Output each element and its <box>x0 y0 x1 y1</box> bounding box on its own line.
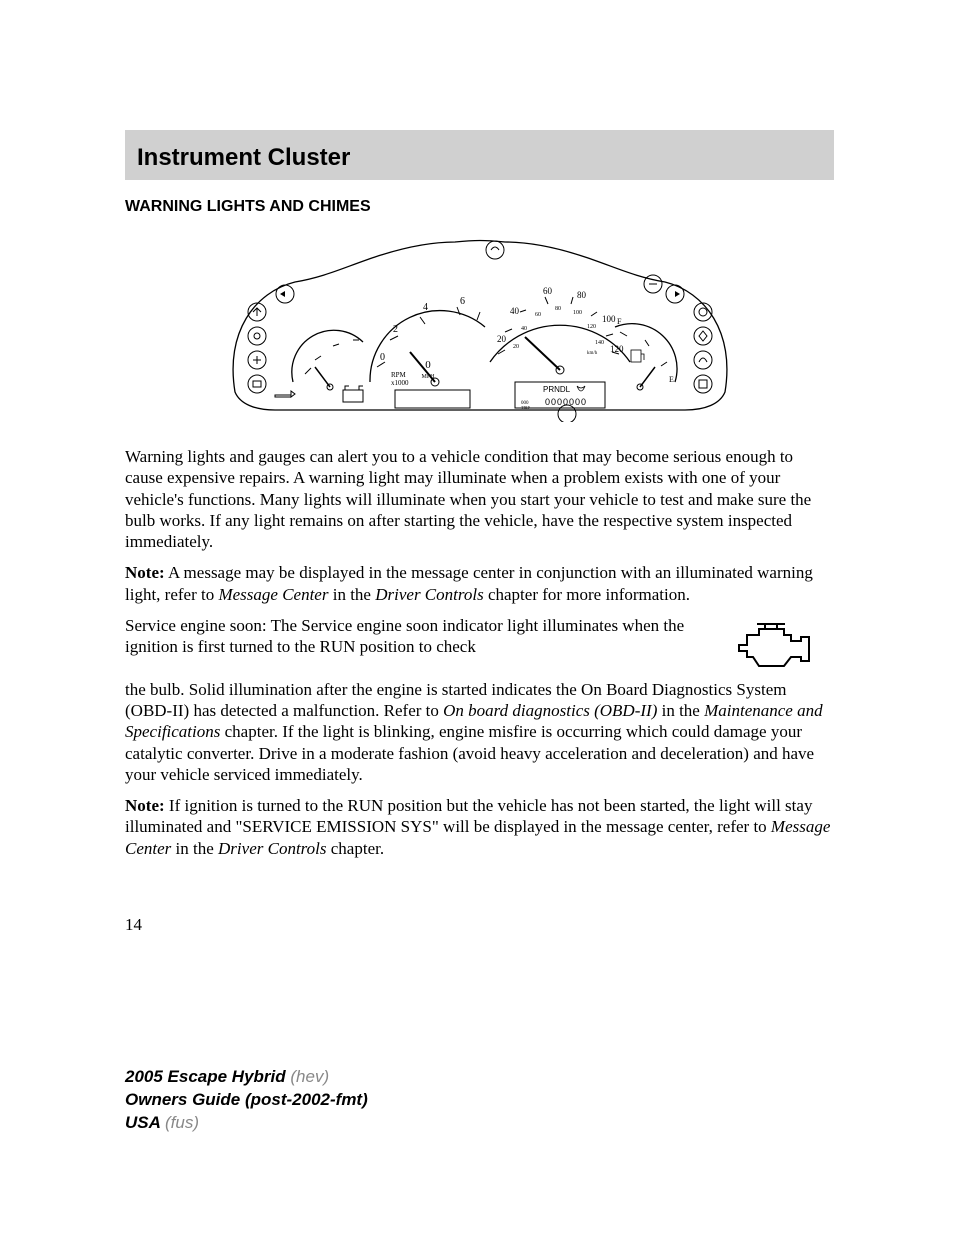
engine-icon <box>714 615 834 681</box>
intro-paragraph: Warning lights and gauges can alert you … <box>125 446 834 552</box>
svg-text:PRNDL: PRNDL <box>543 385 571 394</box>
svg-text:120: 120 <box>587 324 596 330</box>
svg-text:80: 80 <box>577 290 587 300</box>
svg-text:80: 80 <box>555 306 561 312</box>
svg-text:TRIP: TRIP <box>521 405 530 410</box>
svg-text:140: 140 <box>595 340 604 346</box>
svg-text:60: 60 <box>543 286 553 296</box>
temp-gauge <box>291 330 362 390</box>
svg-text:0: 0 <box>425 359 431 371</box>
svg-text:km/h: km/h <box>587 351 598 356</box>
svg-text:2: 2 <box>393 324 398 335</box>
svg-text:6: 6 <box>460 296 465 307</box>
svg-text:60: 60 <box>535 312 541 318</box>
right-indicators <box>644 275 712 393</box>
section-heading: WARNING LIGHTS AND CHIMES <box>125 198 834 216</box>
tachometer: 0 2 4 6 RPM x1000 0 MPH <box>369 296 484 408</box>
page-number: 14 <box>125 915 834 935</box>
note-1: Note: A message may be displayed in the … <box>125 562 834 605</box>
svg-text:40: 40 <box>521 326 527 332</box>
svg-text:RPM: RPM <box>391 371 407 379</box>
svg-text:x1000: x1000 <box>391 379 409 387</box>
speedometer: 20 40 60 80 100 120 20 <box>490 286 630 422</box>
footer: 2005 Escape Hybrid (hev) Owners Guide (p… <box>125 1066 368 1135</box>
svg-text:E: E <box>669 375 674 384</box>
svg-text:20: 20 <box>497 334 507 344</box>
misc-icons-left <box>275 386 363 402</box>
note-label-2: Note: <box>125 796 165 815</box>
svg-text:MPH: MPH <box>421 374 435 380</box>
fuel-gauge: E F <box>615 317 677 390</box>
svg-text:100: 100 <box>573 310 582 316</box>
svg-text:4: 4 <box>423 302 428 313</box>
svg-text:20: 20 <box>513 344 519 350</box>
chapter-header: Instrument Cluster <box>125 130 834 180</box>
svg-text:F: F <box>617 317 622 326</box>
instrument-cluster-diagram: 0 2 4 6 RPM x1000 0 MPH <box>125 232 834 422</box>
ses-continuation: the bulb. Solid illumination after the e… <box>125 679 834 785</box>
left-indicators <box>248 285 294 393</box>
chapter-title: Instrument Cluster <box>137 144 822 172</box>
svg-text:40: 40 <box>510 306 520 316</box>
service-engine-soon-block: Service engine soon: The Service engine … <box>125 615 834 681</box>
ses-heading: Service engine soon: <box>125 616 267 635</box>
svg-text:0: 0 <box>380 352 385 363</box>
note-2: Note: If ignition is turned to the RUN p… <box>125 795 834 859</box>
note-label: Note: <box>125 563 165 582</box>
svg-text:100: 100 <box>602 314 616 324</box>
